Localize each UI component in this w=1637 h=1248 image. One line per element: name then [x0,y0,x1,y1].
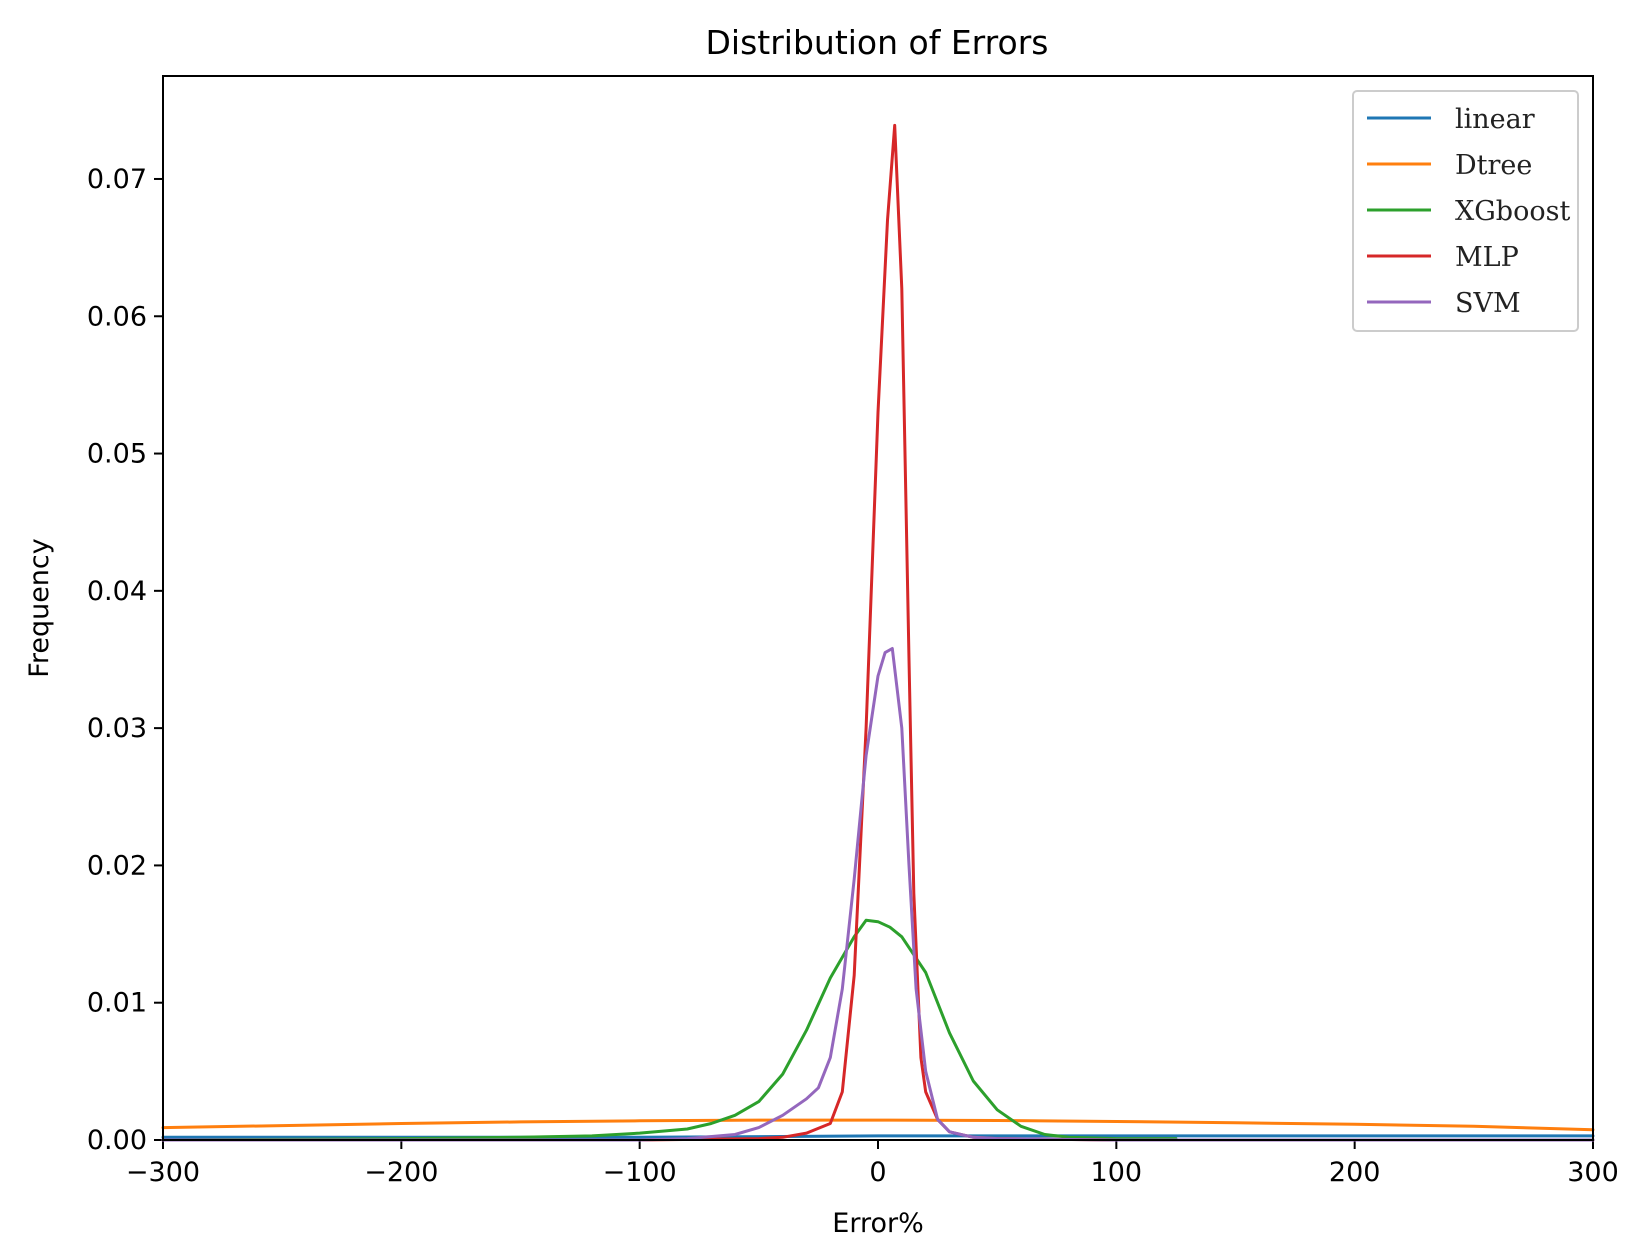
plot-lines [161,123,1595,1142]
x-axis-ticks: −300 −200 −100 0 100 200 300 [126,1140,1619,1188]
x-tick-label: 300 [1567,1157,1619,1188]
y-tick-label: 0.00 [87,1125,147,1156]
x-tick-label: −200 [364,1157,438,1188]
series-line-dtree [161,1118,1595,1132]
x-tick-label: 100 [1091,1157,1143,1188]
plot-area-frame [162,75,1594,1141]
x-tick-label: −100 [603,1157,677,1188]
legend-label-dtree: Dtree [1455,150,1532,181]
legend-label-linear: linear [1455,104,1535,135]
x-tick-label: 200 [1329,1157,1381,1188]
x-axis-label: Error% [832,1208,923,1239]
x-tick-label: −300 [126,1157,200,1188]
series-line-xgboost [161,918,1178,1142]
y-axis-ticks: 0.00 0.01 0.02 0.03 0.04 0.05 0.06 0.07 [87,164,163,1156]
y-tick-label: 0.01 [87,988,147,1019]
y-tick-label: 0.06 [87,301,147,332]
chart-title: Distribution of Errors [706,23,1049,62]
y-axis-label: Frequency [24,538,55,678]
legend-label-xgboost: XGboost [1455,196,1570,227]
legend-label-svm: SVM [1455,288,1521,319]
legend: linear Dtree XGboost MLP SVM [1352,90,1579,332]
y-tick-label: 0.04 [87,576,147,607]
legend-box [1352,90,1579,332]
y-tick-label: 0.07 [87,164,147,195]
x-tick-label: 0 [869,1157,886,1188]
y-tick-label: 0.05 [87,439,147,470]
series-line-svm [161,647,1595,1142]
series-line-linear [161,1134,1595,1139]
legend-entries: linear Dtree XGboost MLP SVM [1367,104,1570,319]
y-tick-label: 0.02 [87,850,147,881]
y-tick-label: 0.03 [87,713,147,744]
legend-label-mlp: MLP [1455,242,1519,273]
